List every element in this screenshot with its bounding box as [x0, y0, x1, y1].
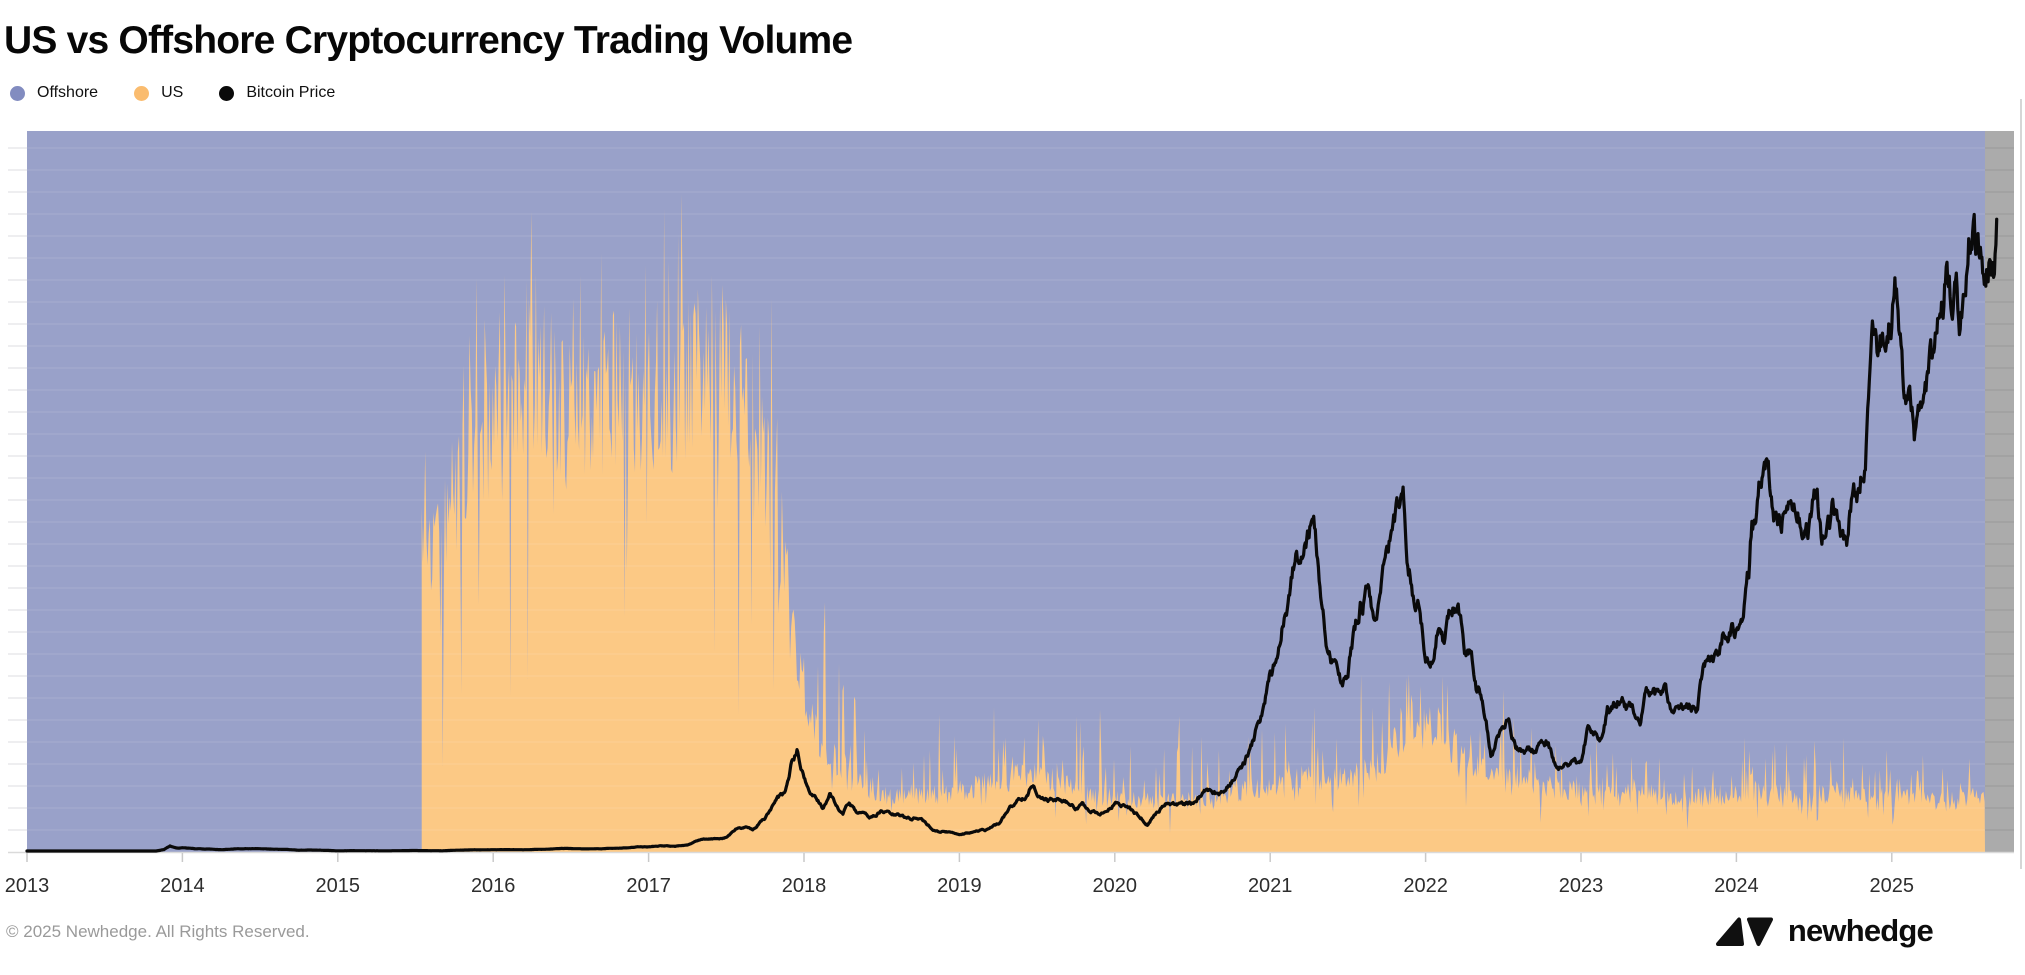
chart-svg: 2013 2014 2015 2016 2017 2018 2019 2020 2021 2022…: [5, 99, 2022, 897]
legend-item-offshore[interactable]: Offshore: [10, 84, 98, 102]
x-tick-label: 2021: [1248, 875, 1293, 897]
x-tick-label: 2015: [316, 875, 361, 897]
volume-share-chart[interactable]: 2013 2014 2015 2016 2017 2018 2019 2020 2021 2022…: [0, 0, 2025, 910]
x-tick-label: 2018: [782, 875, 827, 897]
legend-item-bitcoin-price[interactable]: Bitcoin Price: [219, 84, 335, 102]
beyond-data-region: [1985, 131, 2014, 852]
offshore-area: [27, 131, 1985, 852]
legend-item-us[interactable]: US: [134, 84, 183, 102]
bitcoin-price-line: [25, 212, 1999, 853]
legend-label-offshore: Offshore: [37, 84, 99, 101]
x-tick-label: 2022: [1403, 875, 1448, 897]
page-title: US vs Offshore Cryptocurrency Trading Vo…: [4, 19, 853, 62]
legend-label-bitcoin-price: Bitcoin Price: [246, 84, 336, 101]
x-tick-label: 2025: [1870, 875, 1915, 897]
x-tick-label: 2024: [1714, 875, 1759, 897]
us-area: [421, 194, 1986, 853]
offshore-swatch-icon: [10, 85, 25, 101]
x-tick-label: 2020: [1093, 875, 1138, 897]
newhedge-logo-icon: [1715, 917, 1773, 946]
x-tick-label: 2017: [626, 875, 671, 897]
newhedge-brand[interactable]: newhedge: [1715, 913, 1934, 949]
x-tick-label: 2016: [471, 875, 516, 897]
legend: Offshore US Bitcoin Price: [10, 84, 335, 102]
legend-label-us: US: [161, 84, 184, 101]
us-swatch-icon: [134, 85, 150, 101]
x-tick-label: 2023: [1559, 875, 1604, 897]
newhedge-brand-name: newhedge: [1787, 913, 1934, 948]
x-tick-label: 2014: [160, 875, 205, 897]
x-tick-label: 2013: [5, 875, 50, 897]
copyright-text: © 2025 Newhedge. All Rights Reserved.: [6, 922, 310, 941]
bitcoin-price-swatch-icon: [219, 85, 235, 101]
x-tick-label: 2019: [937, 875, 982, 897]
